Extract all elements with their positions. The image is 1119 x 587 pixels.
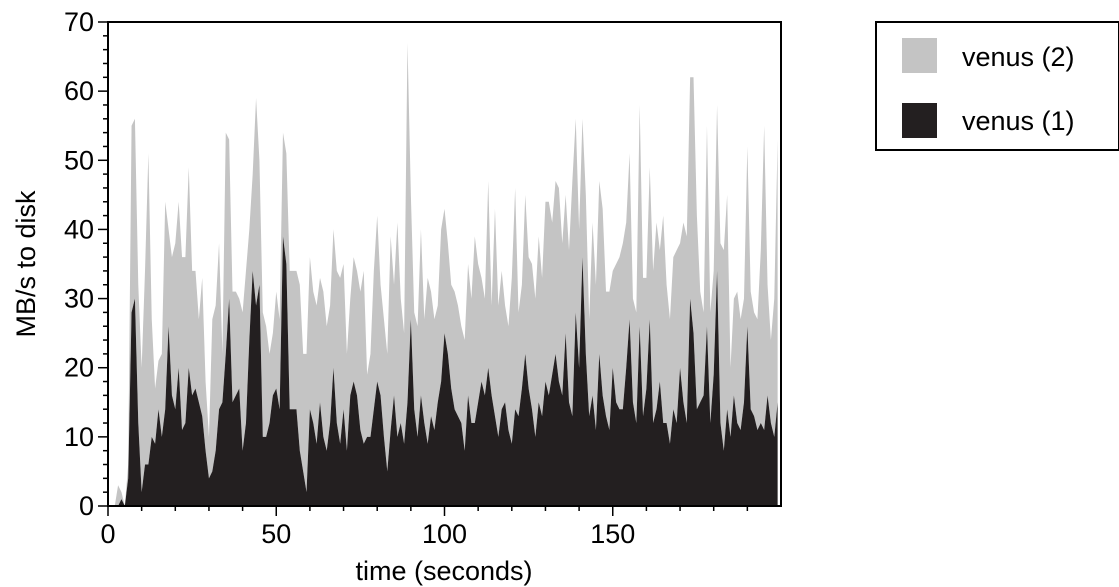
y-axis-label: MB/s to disk (11, 190, 41, 338)
legend-label-venus-1: venus (1) (962, 106, 1075, 136)
legend-label-venus-2: venus (2) (962, 42, 1075, 72)
y-tick-label: 60 (64, 76, 94, 106)
y-tick-label: 50 (64, 145, 94, 175)
legend: venus (2) venus (1) (875, 21, 1119, 151)
x-tick-label: 150 (590, 519, 635, 549)
y-tick-label: 30 (64, 284, 94, 314)
y-tick-label: 0 (79, 491, 94, 521)
x-tick-label: 50 (261, 519, 291, 549)
plot-frame (107, 21, 782, 507)
area-venus-1 (108, 236, 778, 506)
y-tick-label: 20 (64, 353, 94, 383)
x-tick-label: 100 (422, 519, 467, 549)
legend-swatch-venus-1 (902, 103, 937, 138)
legend-swatch-venus-2 (902, 38, 937, 73)
area-venus-2 (108, 42, 778, 507)
y-tick-label: 40 (64, 214, 94, 244)
x-axis-label: time (seconds) (355, 556, 532, 586)
y-tick-label: 70 (64, 7, 94, 37)
y-tick-label: 10 (64, 422, 94, 452)
x-tick-label: 0 (100, 519, 115, 549)
area-layer (108, 42, 778, 507)
